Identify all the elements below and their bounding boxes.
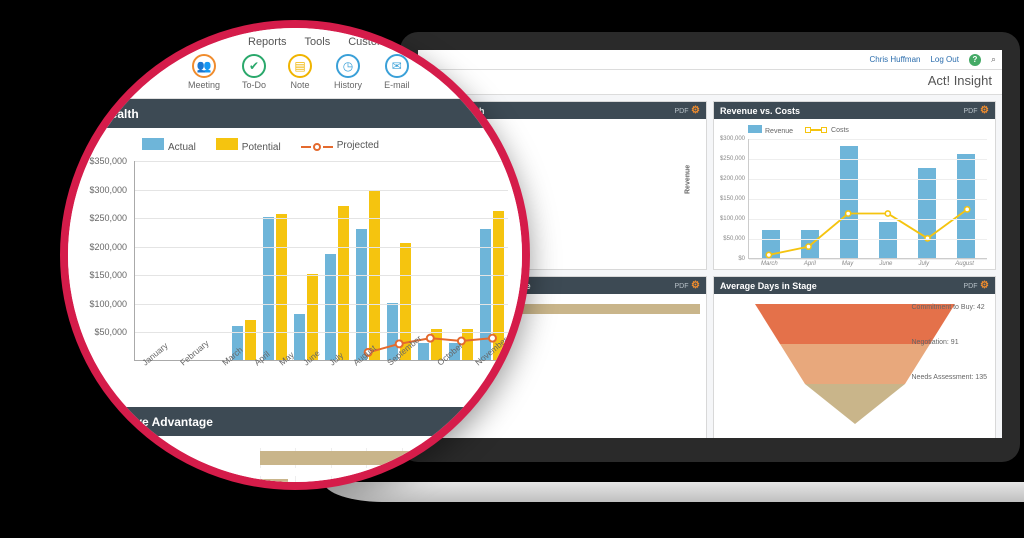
bar-label: Competitor had local representatives xyxy=(82,481,252,491)
magnified-view: Reports Tools Custom Tables 👥Meeting ✔To-Do… xyxy=(60,20,530,490)
legend-label: Potential xyxy=(242,142,281,153)
toolbar-label: Note xyxy=(291,80,310,90)
funnel-label: Commitment to Buy: 42 xyxy=(912,304,988,311)
menu-item[interactable]: Reports xyxy=(248,36,287,48)
gear-icon[interactable]: ⚙ xyxy=(980,280,989,291)
gear-icon[interactable]: ⚙ xyxy=(497,413,510,430)
funnel-label: Needs Assessment: 135 xyxy=(912,374,988,381)
gear-icon[interactable]: ⚙ xyxy=(980,105,989,116)
help-icon[interactable]: ? xyxy=(969,54,981,66)
email-icon[interactable]: ✉E-mail xyxy=(384,54,410,90)
gear-icon[interactable]: ⚙ xyxy=(691,105,700,116)
panel-revenue-costs: Revenue vs. Costs PDF ⚙ Revenue Costs Re… xyxy=(713,101,996,270)
panel-title: Revenue vs. Costs xyxy=(720,106,800,116)
panel-title: Competitive Advantage xyxy=(80,415,213,429)
funnel-labels: Commitment to Buy: 42 Negotiation: 91 Need… xyxy=(912,304,988,381)
laptop-base xyxy=(324,482,1024,502)
gear-icon[interactable]: ⚙ xyxy=(497,105,510,122)
toolbar-label: E-mail xyxy=(384,80,410,90)
toolbar-label: To-Do xyxy=(242,80,266,90)
panel-header: …s Health ⚙ xyxy=(68,99,522,128)
note-icon[interactable]: ▤Note xyxy=(288,54,312,90)
legend-label: Projected xyxy=(337,140,379,151)
legend: Revenue Costs xyxy=(720,123,989,137)
panel-stage-funnel: Average Days in Stage PDF ⚙ Commitment t… xyxy=(713,276,996,445)
legend-label: Costs xyxy=(831,127,849,134)
todo-icon[interactable]: ✔To-Do xyxy=(242,54,266,90)
gear-icon[interactable]: ⚙ xyxy=(691,280,700,291)
competitive-chart: Competitor had local representativesit h… xyxy=(68,436,522,490)
pdf-link[interactable]: PDF xyxy=(964,108,978,115)
menu-item[interactable]: Custom Tables xyxy=(348,36,421,48)
y-axis-label: Revenue xyxy=(685,165,692,194)
legend-label: Revenue xyxy=(765,128,793,135)
panel-title: …s Health xyxy=(80,107,139,121)
search-icon[interactable]: ⌕ xyxy=(991,54,996,65)
sales-health-chart: $50,000$100,000$150,000$200,000$250,000$… xyxy=(134,161,508,361)
funnel-label: Negotiation: 91 xyxy=(912,339,988,346)
panel-title: Average Days in Stage xyxy=(720,281,817,291)
panel-header: Competitive Advantage ⚙ xyxy=(68,407,522,436)
meeting-icon[interactable]: 👥Meeting xyxy=(188,54,220,90)
pdf-link[interactable]: PDF xyxy=(964,283,978,290)
pdf-link[interactable]: PDF xyxy=(675,283,689,290)
main-menu: Reports Tools Custom Tables xyxy=(68,28,522,52)
pdf-link[interactable]: PDF xyxy=(675,108,689,115)
toolbar-label: History xyxy=(334,80,362,90)
legend: Actual Potential Projected xyxy=(72,134,516,157)
username[interactable]: Chris Huffman xyxy=(870,55,921,64)
legend-label: Actual xyxy=(168,142,196,153)
toolbar-label: Meeting xyxy=(188,80,220,90)
history-icon[interactable]: ◷History xyxy=(334,54,362,90)
logout-link[interactable]: Log Out xyxy=(930,55,958,64)
menu-item[interactable]: Tools xyxy=(305,36,331,48)
revenue-chart: $0$50,000$100,000$150,000$200,000$250,00… xyxy=(748,139,987,259)
toolbar: 👥Meeting ✔To-Do ▤Note ◷History ✉E-mail xyxy=(68,52,522,99)
